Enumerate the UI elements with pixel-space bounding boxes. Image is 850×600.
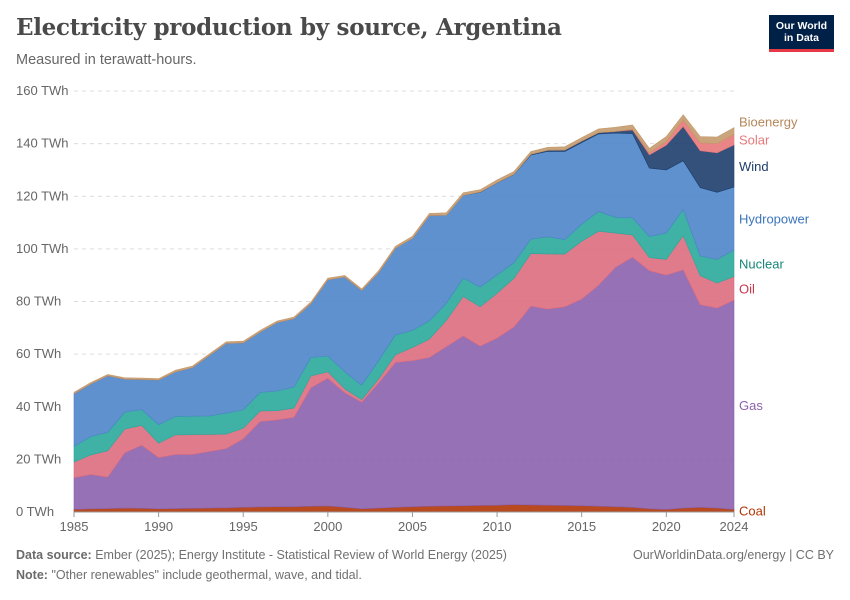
series-label-nuclear: Nuclear (739, 256, 784, 271)
note-text: "Other renewables" include geothermal, w… (51, 568, 362, 582)
owid-logo[interactable]: Our World in Data (769, 15, 834, 52)
x-tick-label: 2020 (652, 519, 681, 534)
logo-line-1: Our World (775, 20, 828, 32)
chart-subtitle: Measured in terawatt-hours. (16, 52, 197, 68)
y-tick-label: 0 TWh (16, 504, 54, 519)
area-bioenergy (73, 114, 735, 395)
x-tick-label: 1985 (60, 519, 89, 534)
note-label: Note: (16, 568, 48, 582)
x-tick-label: 1995 (229, 519, 258, 534)
y-tick-label: 160 TWh (16, 83, 69, 98)
x-tick-label: 2024 (720, 519, 749, 534)
series-label-oil: Oil (739, 281, 755, 296)
logo-line-2: in Data (783, 32, 819, 44)
y-tick-label: 40 TWh (16, 399, 61, 414)
series-label-gas: Gas (739, 398, 763, 413)
x-tick-label: 2015 (567, 519, 596, 534)
data-source: Data source: Ember (2025); Energy Instit… (16, 548, 507, 562)
data-source-label: Data source: (16, 548, 92, 562)
x-tick-label: 1990 (144, 519, 173, 534)
y-tick-label: 60 TWh (16, 346, 61, 361)
series-label-solar: Solar (739, 133, 770, 148)
series-label-bioenergy: Bioenergy (739, 115, 798, 130)
credit-link[interactable]: OurWorldinData.org/energy | CC BY (632, 548, 834, 562)
y-tick-label: 100 TWh (16, 241, 69, 256)
series-label-hydropower: Hydropower (739, 212, 810, 227)
chart-area: 0 TWh 20 TWh 40 TWh 60 TWh 80 TWh 100 TWh 120 … (16, 83, 810, 534)
y-tick-label: 80 TWh (16, 294, 61, 309)
series-label-coal: Coal (739, 504, 766, 519)
chart-title: Electricity production by source, Argent… (16, 14, 562, 41)
x-tick-label: 2000 (313, 519, 342, 534)
x-tick-label: 2005 (398, 519, 427, 534)
y-tick-label: 140 TWh (16, 136, 69, 151)
x-tick-label: 2010 (483, 519, 512, 534)
y-tick-label: 20 TWh (16, 451, 61, 466)
data-source-text: Ember (2025); Energy Institute - Statist… (95, 548, 507, 562)
y-tick-label: 120 TWh (16, 188, 69, 203)
chart-note: Note: "Other renewables" include geother… (16, 568, 362, 582)
series-label-wind: Wind (739, 159, 769, 174)
